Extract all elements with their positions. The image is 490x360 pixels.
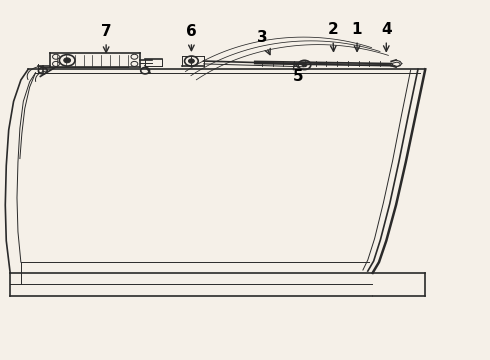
Text: 5: 5: [294, 63, 304, 84]
Text: 4: 4: [381, 22, 392, 51]
Text: 3: 3: [257, 30, 270, 55]
Circle shape: [189, 59, 195, 63]
Circle shape: [302, 63, 307, 67]
Circle shape: [64, 58, 71, 63]
Text: 1: 1: [352, 22, 362, 51]
Text: 6: 6: [186, 24, 197, 51]
Text: 7: 7: [101, 24, 111, 53]
Text: 2: 2: [327, 22, 338, 51]
